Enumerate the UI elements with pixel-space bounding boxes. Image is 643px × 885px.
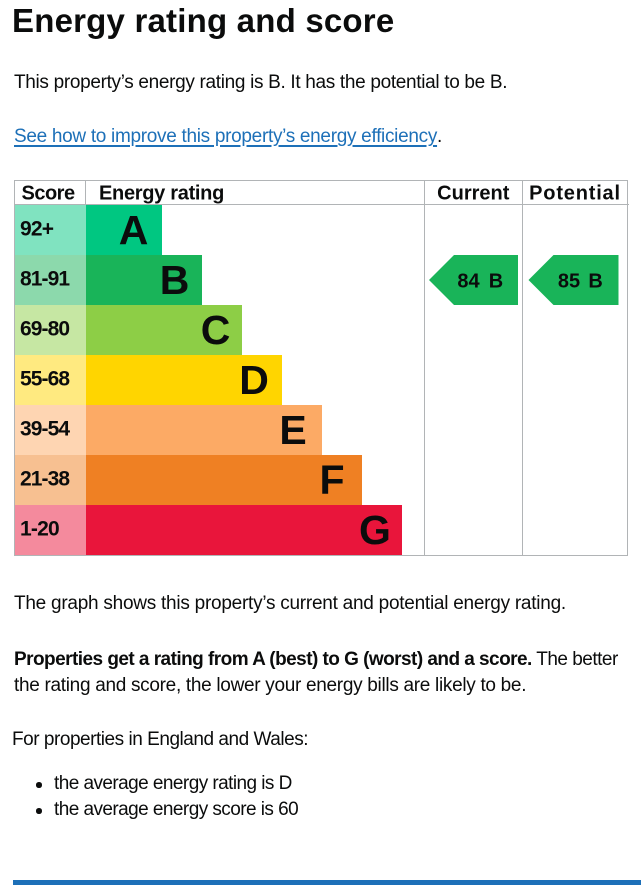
svg-text:B: B (489, 271, 503, 293)
svg-text:Current: Current (437, 182, 510, 204)
svg-text:E: E (279, 407, 306, 453)
svg-text:21-38: 21-38 (20, 467, 70, 490)
svg-text:G: G (359, 507, 391, 553)
svg-text:A: A (119, 207, 149, 253)
svg-text:84: 84 (457, 271, 480, 293)
svg-text:Score: Score (22, 182, 75, 204)
svg-text:39-54: 39-54 (20, 417, 70, 440)
svg-text:F: F (319, 457, 344, 503)
svg-text:B: B (160, 257, 190, 303)
svg-text:D: D (239, 357, 269, 403)
svg-text:92+: 92+ (20, 217, 54, 240)
svg-text:69-80: 69-80 (20, 317, 69, 340)
svg-text:Energy rating: Energy rating (99, 182, 224, 204)
svg-text:Potential: Potential (529, 182, 621, 204)
svg-text:55-68: 55-68 (20, 367, 70, 390)
svg-text:81-91: 81-91 (20, 267, 70, 290)
svg-text:85: 85 (558, 271, 580, 293)
svg-text:C: C (201, 307, 231, 353)
svg-text:B: B (588, 271, 602, 293)
svg-text:1-20: 1-20 (20, 517, 59, 540)
